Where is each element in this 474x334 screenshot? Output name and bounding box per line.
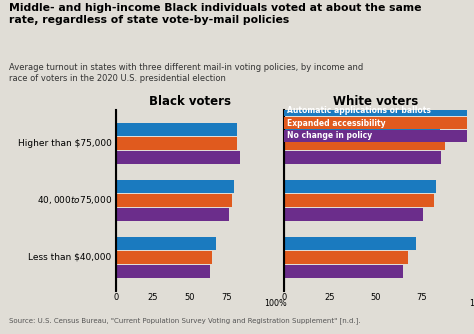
- Text: $40,000 to $75,000: $40,000 to $75,000: [36, 194, 112, 206]
- Text: Expanded accessibility: Expanded accessibility: [287, 119, 386, 128]
- Bar: [284, 123, 439, 136]
- Bar: [116, 194, 232, 207]
- Bar: [116, 251, 211, 264]
- Bar: [116, 137, 237, 150]
- Bar: [284, 237, 416, 250]
- Title: Black voters: Black voters: [149, 95, 230, 108]
- Bar: [116, 180, 234, 193]
- Text: 100%: 100%: [264, 299, 287, 308]
- Bar: [116, 151, 239, 164]
- Bar: [284, 208, 423, 221]
- Bar: [284, 130, 467, 142]
- Text: No change in policy: No change in policy: [287, 131, 373, 140]
- Bar: [284, 251, 409, 264]
- Bar: [284, 151, 441, 164]
- Text: Higher than $75,000: Higher than $75,000: [18, 139, 112, 148]
- Bar: [284, 104, 467, 117]
- Bar: [284, 194, 434, 207]
- Text: Middle- and high-income Black individuals voted at about the same
rate, regardle: Middle- and high-income Black individual…: [9, 3, 422, 25]
- Bar: [284, 180, 436, 193]
- Bar: [116, 237, 216, 250]
- Bar: [284, 137, 445, 150]
- Text: Less than $40,000: Less than $40,000: [28, 253, 112, 262]
- Text: Source: U.S. Census Bureau, "Current Population Survey Voting and Registration S: Source: U.S. Census Bureau, "Current Pop…: [9, 317, 361, 324]
- Text: Average turnout in states with three different mail-in voting policies, by incom: Average turnout in states with three dif…: [9, 63, 364, 83]
- Text: 100%: 100%: [469, 299, 474, 308]
- Bar: [116, 208, 229, 221]
- Text: Automatic applications or ballots: Automatic applications or ballots: [287, 106, 431, 115]
- Bar: [284, 265, 403, 278]
- Title: White voters: White voters: [333, 95, 418, 108]
- Bar: [284, 117, 467, 129]
- Bar: [116, 123, 237, 136]
- Bar: [116, 265, 210, 278]
